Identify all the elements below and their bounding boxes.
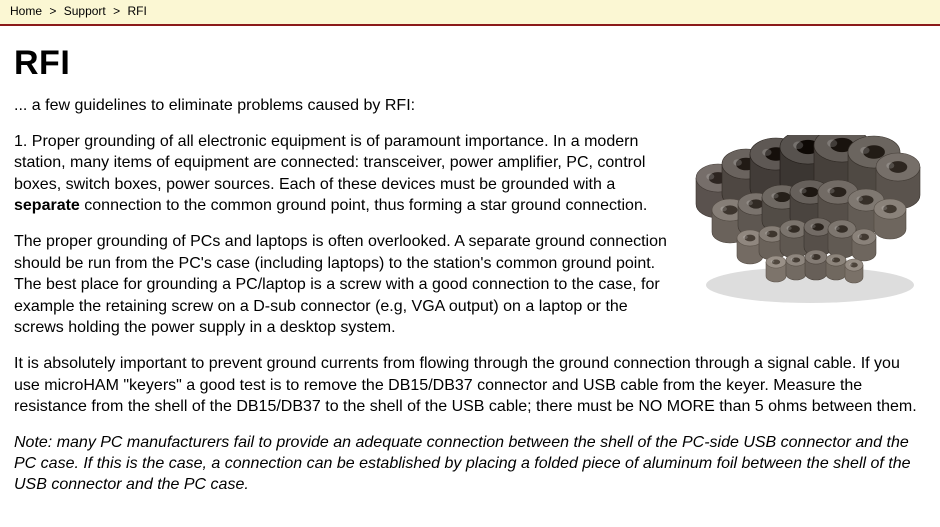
page-title: RFI xyxy=(14,44,926,83)
paragraph-ground-currents: It is absolutely important to prevent gr… xyxy=(14,353,926,418)
paragraph-text: connection to the common ground point, t… xyxy=(80,197,647,214)
breadcrumb-link-support[interactable]: Support xyxy=(64,4,106,18)
note-usb-shell: Note: many PC manufacturers fail to prov… xyxy=(14,432,926,495)
breadcrumb-separator: > xyxy=(45,4,60,18)
article-content: RFI ... a few guidelines to eliminate pr… xyxy=(0,26,940,525)
ferrite-cores-figure xyxy=(690,135,924,305)
paragraph-text: 1. Proper grounding of all electronic eq… xyxy=(14,133,645,193)
breadcrumb-separator: > xyxy=(109,4,124,18)
breadcrumb-current: RFI xyxy=(127,4,146,18)
breadcrumb-link-home[interactable]: Home xyxy=(10,4,42,18)
bold-separate: separate xyxy=(14,197,80,214)
intro-text: ... a few guidelines to eliminate proble… xyxy=(14,95,926,117)
breadcrumb: Home > Support > RFI xyxy=(0,0,940,26)
